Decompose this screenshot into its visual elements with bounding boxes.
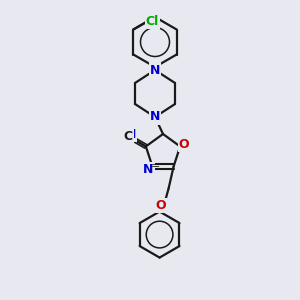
Text: C: C	[124, 130, 133, 143]
Text: O: O	[179, 138, 189, 151]
Text: N: N	[126, 128, 136, 141]
Text: O: O	[155, 199, 166, 212]
Text: N: N	[143, 163, 154, 176]
Text: Cl: Cl	[146, 15, 159, 28]
Text: =: =	[150, 162, 160, 172]
Text: N: N	[150, 64, 160, 76]
Text: N: N	[150, 110, 160, 124]
